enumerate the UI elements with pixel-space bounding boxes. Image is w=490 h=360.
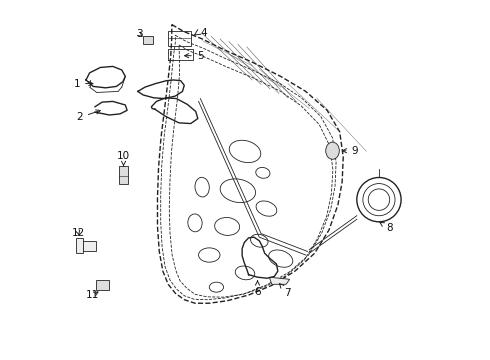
- Text: 9: 9: [343, 146, 358, 156]
- Text: 12: 12: [72, 228, 85, 238]
- Bar: [83, 241, 97, 251]
- Text: 7: 7: [280, 284, 291, 298]
- Bar: [76, 238, 83, 253]
- Bar: [168, 31, 192, 46]
- Text: 11: 11: [86, 290, 99, 300]
- Ellipse shape: [326, 142, 339, 159]
- Text: 5: 5: [185, 51, 203, 61]
- Text: 6: 6: [254, 281, 261, 297]
- Text: 4: 4: [200, 28, 207, 38]
- Text: 2: 2: [76, 110, 100, 122]
- Text: 3: 3: [136, 29, 143, 39]
- Polygon shape: [270, 277, 290, 284]
- Text: 1: 1: [74, 78, 93, 89]
- FancyBboxPatch shape: [119, 166, 128, 184]
- FancyBboxPatch shape: [96, 280, 109, 290]
- Text: 8: 8: [380, 222, 392, 233]
- FancyBboxPatch shape: [143, 36, 153, 44]
- Text: 10: 10: [117, 150, 130, 166]
